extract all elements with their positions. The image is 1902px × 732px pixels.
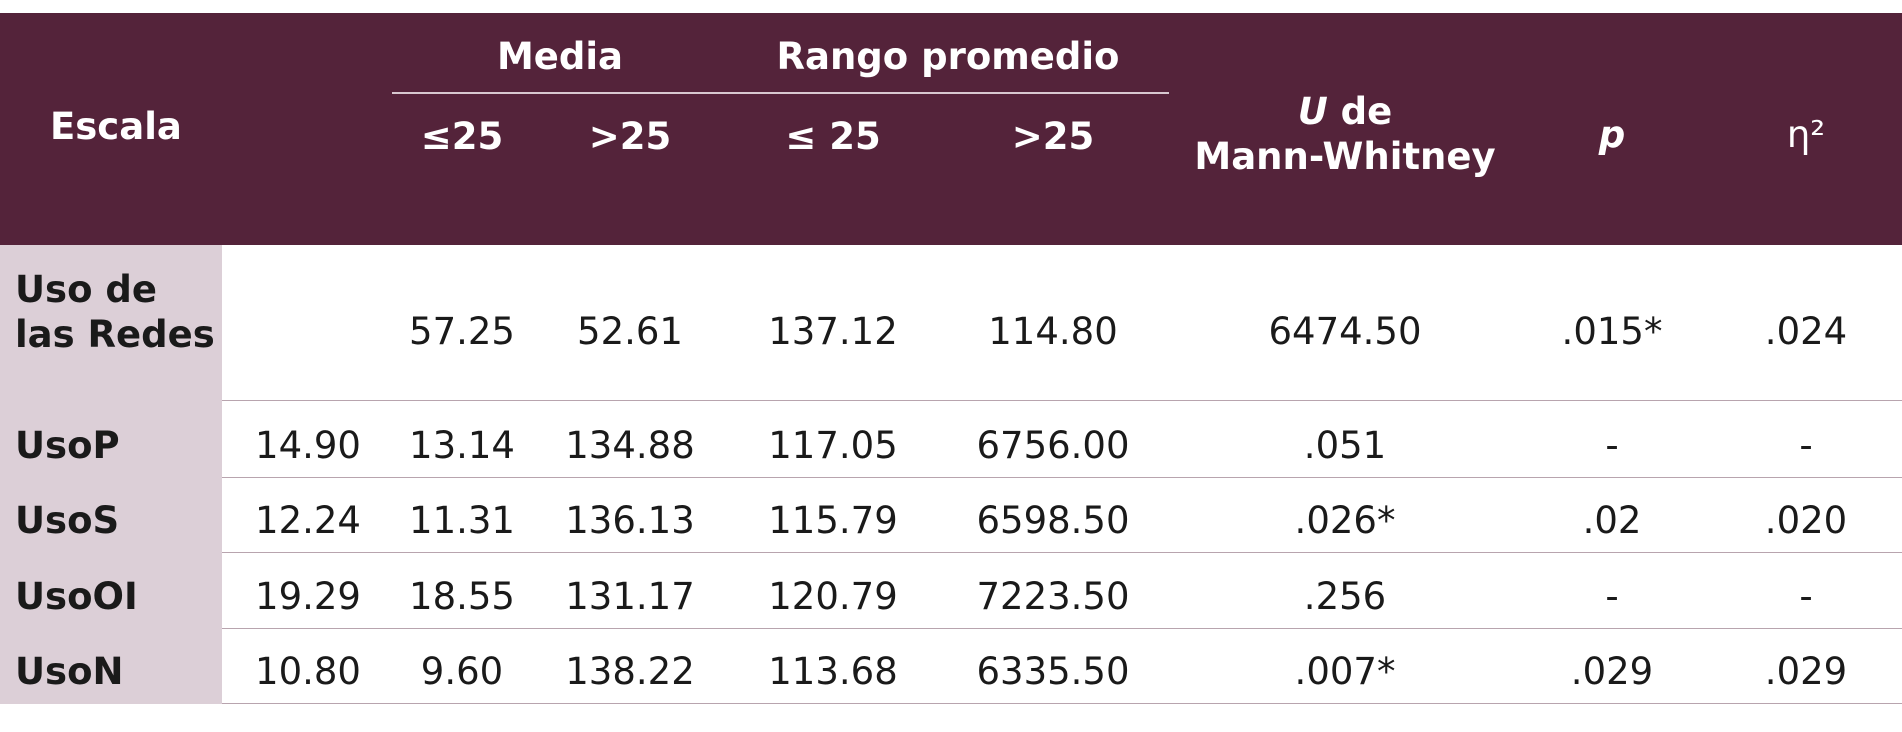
row-label: UsoOI [15,575,138,618]
table-cell: - [1799,424,1813,467]
table-cell: .020 [1764,499,1848,542]
header-rango-gt25: >25 [1011,115,1095,158]
table-cell: 120.79 [768,575,898,618]
table-cell: 6756.00 [976,424,1130,467]
header-u-de: de [1327,90,1393,133]
header-u-symbol: U [1297,90,1328,133]
table-cell: 6598.50 [976,499,1130,542]
table-cell: 7223.50 [976,575,1130,618]
header-p: p [1598,113,1626,156]
table-cell: 52.61 [577,310,683,353]
table-cell: 117.05 [768,424,898,467]
table-header: Escala Media Rango promedio ≤25 >25 ≤ 25… [0,13,1902,245]
row-label: UsoS [15,499,120,542]
header-escala: Escala [50,105,182,148]
row-divider [222,703,1902,704]
table-cell: 9.60 [420,650,504,693]
table-cell: .007* [1294,650,1396,693]
table-cell: 12.24 [255,499,361,542]
table-cell: 18.55 [409,575,515,618]
table-cell: .051 [1303,424,1387,467]
header-group-rule [392,92,1169,94]
header-rango-promedio: Rango promedio [776,35,1120,78]
row-divider [222,477,1902,478]
table-cell: 138.22 [565,650,695,693]
header-eta-squared: η² [1786,113,1826,156]
table-cell: 114.80 [988,310,1118,353]
header-rango-le25: ≤ 25 [785,115,881,158]
table-cell: 13.14 [409,424,515,467]
table-cell: 14.90 [255,424,361,467]
table-cell: - [1605,424,1619,467]
table-cell: 10.80 [255,650,361,693]
table-cell: .029 [1570,650,1654,693]
table-cell: 115.79 [768,499,898,542]
header-media-gt25: >25 [588,115,672,158]
table-cell: 137.12 [768,310,898,353]
table-cell: 57.25 [409,310,515,353]
row-label: las Redes [15,313,215,356]
table-cell: .256 [1303,575,1387,618]
table-cell: 134.88 [565,424,695,467]
table-cell: 11.31 [409,499,515,542]
table-cell: 6335.50 [976,650,1130,693]
table-cell: .029 [1764,650,1848,693]
table-cell: 136.13 [565,499,695,542]
row-label: UsoN [15,650,124,693]
row-divider [222,552,1902,553]
row-label: Uso de [15,268,157,311]
header-media: Media [496,35,624,78]
header-media-le25: ≤25 [420,115,504,158]
header-u-line1: U de [1298,90,1393,134]
row-divider [222,400,1902,401]
table-cell: .024 [1764,310,1848,353]
row-label: UsoP [15,424,120,467]
table-cell: - [1605,575,1619,618]
header-mann-whitney: Mann-Whitney [1194,135,1496,178]
table-cell: 19.29 [255,575,361,618]
row-divider [222,628,1902,629]
table-cell: 6474.50 [1268,310,1422,353]
table-cell: .026* [1294,499,1396,542]
table-cell: - [1799,575,1813,618]
row-label-column [0,245,222,704]
table-cell: 131.17 [565,575,695,618]
table-cell: .015* [1561,310,1663,353]
table-cell: .02 [1582,499,1642,542]
table-cell: 113.68 [768,650,898,693]
